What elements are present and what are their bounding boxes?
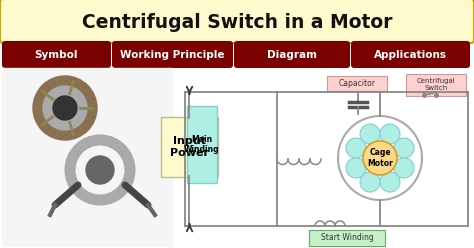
Circle shape (360, 124, 380, 144)
Circle shape (394, 158, 414, 178)
Circle shape (33, 76, 97, 140)
FancyBboxPatch shape (234, 41, 350, 68)
FancyBboxPatch shape (309, 230, 385, 246)
FancyBboxPatch shape (112, 41, 233, 68)
Circle shape (363, 141, 397, 175)
Circle shape (346, 158, 366, 178)
FancyBboxPatch shape (187, 106, 217, 183)
Circle shape (86, 156, 114, 184)
FancyBboxPatch shape (2, 41, 111, 68)
Text: Diagram: Diagram (267, 50, 317, 60)
Text: Input
Power: Input Power (170, 136, 209, 158)
Text: Centrifugal Switch in a Motor: Centrifugal Switch in a Motor (82, 12, 392, 31)
Circle shape (43, 86, 87, 130)
Text: Centrifugal
Switch: Centrifugal Switch (417, 79, 456, 92)
Bar (2, 68, 172, 246)
FancyBboxPatch shape (161, 117, 218, 177)
Text: Capacitor: Capacitor (338, 79, 375, 88)
Circle shape (53, 96, 77, 120)
Circle shape (380, 124, 400, 144)
Text: Main
Winding: Main Winding (184, 135, 220, 154)
Circle shape (394, 138, 414, 158)
Text: Applications: Applications (374, 50, 447, 60)
Circle shape (346, 138, 366, 158)
Text: Working Principle: Working Principle (120, 50, 225, 60)
FancyBboxPatch shape (327, 76, 387, 91)
FancyBboxPatch shape (406, 74, 466, 96)
Circle shape (380, 172, 400, 192)
Text: Cage
Motor: Cage Motor (367, 148, 393, 168)
Text: Symbol: Symbol (35, 50, 78, 60)
FancyBboxPatch shape (351, 41, 470, 68)
Circle shape (360, 172, 380, 192)
Text: Start Winding: Start Winding (320, 234, 374, 243)
FancyBboxPatch shape (0, 0, 474, 43)
